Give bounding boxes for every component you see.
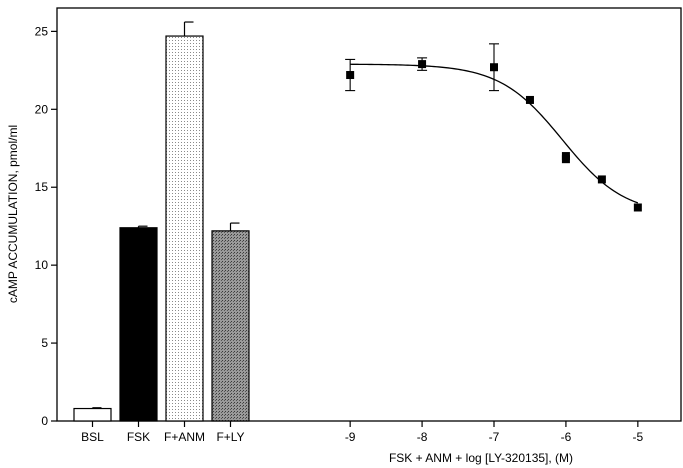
x-axis-title: FSK + ANM + log [LY-320135], (M)	[389, 451, 573, 465]
plot-frame	[56, 7, 682, 422]
y-tick-label: 0	[41, 414, 48, 428]
bar	[119, 227, 158, 422]
y-tick-label: 20	[35, 102, 49, 116]
y-tick-label: 10	[35, 258, 49, 272]
bar	[211, 230, 250, 422]
data-point	[561, 155, 570, 164]
category-label: F+ANM	[164, 430, 205, 444]
bar-layer	[73, 21, 250, 422]
x-tick-label: -6	[561, 430, 572, 444]
data-point	[633, 203, 642, 212]
y-tick-label: 15	[35, 180, 49, 194]
data-point	[346, 71, 355, 80]
y-tick-label: 25	[35, 24, 49, 38]
y-tick-label: 5	[41, 336, 48, 350]
x-tick-label: -5	[633, 430, 644, 444]
category-label: FSK	[127, 430, 150, 444]
bar	[73, 407, 112, 422]
category-label: F+LY	[216, 430, 244, 444]
x-tick-label: -8	[417, 430, 428, 444]
x-tick-label: -9	[345, 430, 356, 444]
dose-response-layer	[345, 43, 642, 212]
data-point	[525, 95, 534, 104]
axis-layer: 0 5 10 15 20 25 BSL FSK F+ANM F+LY -9 -8 -7 -6 -5	[35, 24, 644, 444]
data-point	[418, 60, 427, 69]
data-point	[490, 63, 498, 72]
x-tick-label: -7	[489, 430, 500, 444]
bar	[165, 35, 204, 422]
data-point	[597, 175, 606, 184]
y-axis-title: cAMP ACCUMULATION, pmol/ml	[6, 125, 20, 303]
category-label: BSL	[81, 430, 104, 444]
